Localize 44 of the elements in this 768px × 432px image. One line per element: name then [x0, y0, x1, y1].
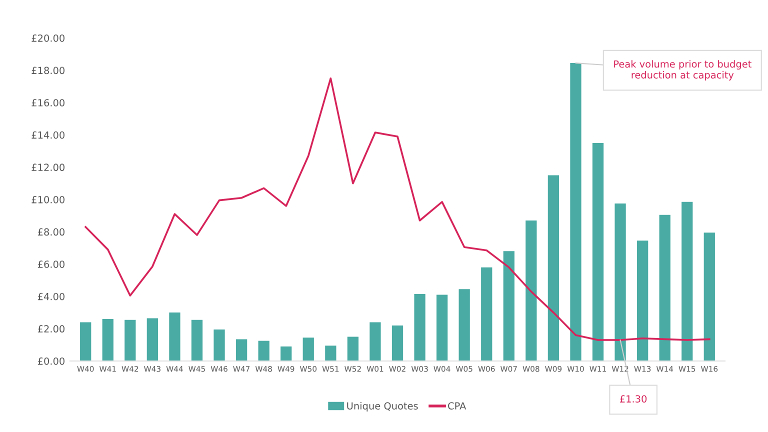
bar: [102, 319, 114, 361]
legend-label: CPA: [448, 402, 466, 410]
bar: [169, 312, 180, 361]
bar: [659, 214, 670, 361]
bar: [526, 220, 537, 361]
bar: [214, 330, 225, 361]
bar: [370, 322, 381, 361]
bar: [392, 325, 404, 361]
y-tick-label: £10.00: [32, 196, 64, 204]
bar: [347, 336, 359, 361]
bar: [236, 339, 248, 361]
y-tick-label: £20.00: [32, 34, 64, 42]
bar: [280, 346, 292, 361]
bar: [80, 322, 92, 361]
bar: [258, 340, 270, 361]
y-tick-label: £0.00: [38, 357, 64, 365]
bar: [191, 320, 203, 361]
bar: [704, 232, 715, 361]
bar: [458, 289, 470, 361]
bar: [614, 204, 626, 361]
bar: [682, 202, 693, 361]
y-tick-label: £16.00: [32, 99, 64, 106]
bar: [548, 175, 560, 361]
bar: [302, 338, 314, 361]
annotation: Peak volume prior to budget reduction at capacity: [614, 60, 752, 80]
y-tick-label: £4.00: [38, 292, 64, 300]
y-tick-label: £18.00: [32, 66, 64, 74]
annotation: £1.30: [620, 395, 647, 403]
y-tick-label: £14.00: [32, 131, 64, 139]
bar: [124, 320, 136, 361]
y-tick-label: £6.00: [38, 260, 64, 268]
legend-label: Unique Quotes: [347, 402, 418, 412]
bar: [436, 294, 448, 361]
y-tick-label: £12.00: [32, 164, 64, 172]
bar: [146, 318, 158, 361]
y-tick-label: £2.00: [38, 325, 64, 333]
bar: [481, 267, 492, 361]
bar: [637, 240, 648, 361]
bar: [570, 63, 582, 361]
bar: [414, 294, 426, 361]
bar: [592, 142, 604, 361]
y-tick-label: £8.00: [38, 228, 64, 236]
bar: [325, 346, 336, 361]
bar: [503, 251, 514, 361]
